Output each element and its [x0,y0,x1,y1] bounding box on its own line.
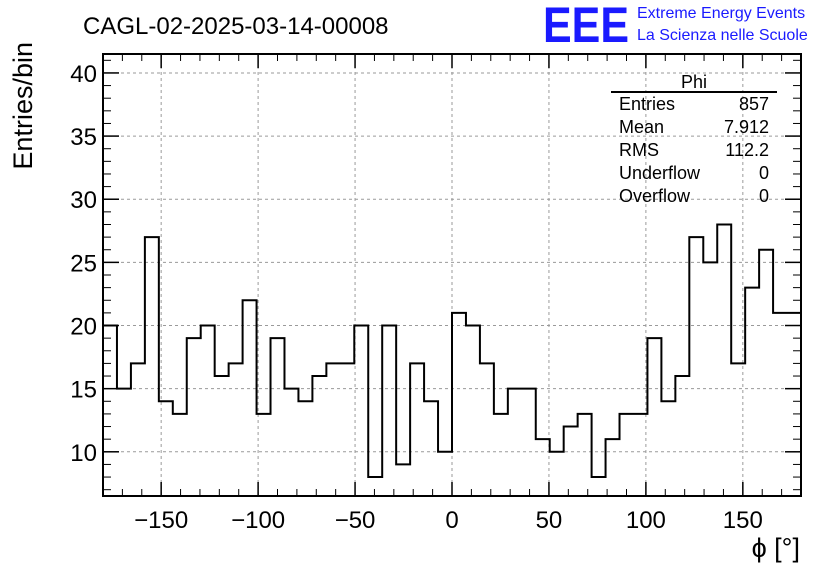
histogram-bin [201,326,215,496]
stats-title: Phi [681,72,707,92]
histogram-bin [382,326,396,496]
x-tick-label: 150 [723,507,763,534]
x-tick-label: −100 [231,507,285,534]
histogram-bin [550,452,564,496]
stats-label: Mean [619,117,664,137]
histogram-bin [243,300,257,496]
logo-line1: Extreme Energy Events [637,5,805,22]
histogram-bin [452,313,466,496]
stats-label: RMS [619,140,659,160]
y-tick-label: 40 [70,61,97,88]
histogram-bin [717,224,731,496]
histogram-bin [466,326,480,496]
y-tick-label: 25 [70,250,97,277]
stats-value: 112.2 [725,140,769,160]
tick-labels: −150 −100 −50 0 50 100 150 10 15 20 25 30 35 40 [70,61,763,534]
x-tick-label: 0 [445,507,458,534]
histogram-bin [675,376,689,496]
y-tick-label: 35 [70,124,97,151]
histogram-bin [606,439,620,496]
histogram-bin [424,401,438,496]
histogram-bin [396,464,410,496]
histogram-bin [536,439,550,496]
histogram-bin [773,313,787,496]
histogram-bin [326,363,340,496]
histogram-bin [689,237,703,496]
y-tick-label: 10 [70,440,97,467]
histogram-bin [354,326,368,496]
histogram-bin [187,338,201,496]
histogram-bin [661,401,675,496]
histogram-step-line [102,223,802,496]
stats-label: Underflow [619,163,701,183]
histogram-bin [578,414,592,496]
histogram-bin [173,414,187,496]
y-tick-label: 15 [70,377,97,404]
stats-label: Overflow [619,186,691,206]
stats-label: Entries [619,94,675,114]
axis-ticks [102,54,802,496]
histogram-bin [340,363,354,496]
histogram-bin [117,389,131,496]
histogram-bin [508,389,522,496]
x-tick-label: 100 [626,507,666,534]
x-tick-label: 50 [536,507,563,534]
y-axis-title: Entries/bin [8,42,38,170]
chart-title: CAGL-02-2025-03-14-00008 [83,13,389,40]
stats-value: 7.912 [724,117,769,137]
histogram-bin [368,477,382,496]
histogram-bin [494,414,508,496]
histogram-bin [229,363,243,496]
stats-value: 0 [759,163,769,183]
x-tick-label: −50 [335,507,376,534]
histogram-bin [480,363,494,496]
stats-value: 0 [759,186,769,206]
histogram-bin [703,262,717,496]
y-tick-label: 20 [70,314,97,341]
histogram-bin [787,313,801,496]
logo-line2: La Scienza nelle Scuole [637,27,808,44]
y-tick-label: 30 [70,187,97,214]
histogram-bin [284,389,298,496]
histogram-bin [647,338,661,496]
histogram-bin [145,237,159,496]
histogram-series [102,223,802,496]
histogram-bin [215,376,229,496]
histogram-bin [522,389,536,496]
histogram-bin [620,414,634,496]
stats-box: Phi Entries 857 Mean 7.912 RMS 112.2 Underflow… [611,72,777,206]
x-axis-title: ϕ [°] [752,533,800,563]
x-tick-label: −150 [134,507,188,534]
histogram-bin [438,452,452,496]
histogram-bin [564,427,578,496]
histogram-bin [271,338,285,496]
histogram-bin [312,376,326,496]
stats-rows: Entries 857 Mean 7.912 RMS 112.2 Underflow 0 Ove… [619,94,769,206]
histogram-bin [592,477,606,496]
eee-logo: EEE Extreme Energy Events La Scienza nel… [543,0,808,53]
logo-letters: EEE [543,0,629,53]
histogram-bin [410,363,424,496]
histogram-bin [759,250,773,496]
histogram-bin [298,401,312,496]
stats-value: 857 [739,94,769,114]
histogram-bin [745,288,759,496]
histogram-bin [131,363,145,496]
